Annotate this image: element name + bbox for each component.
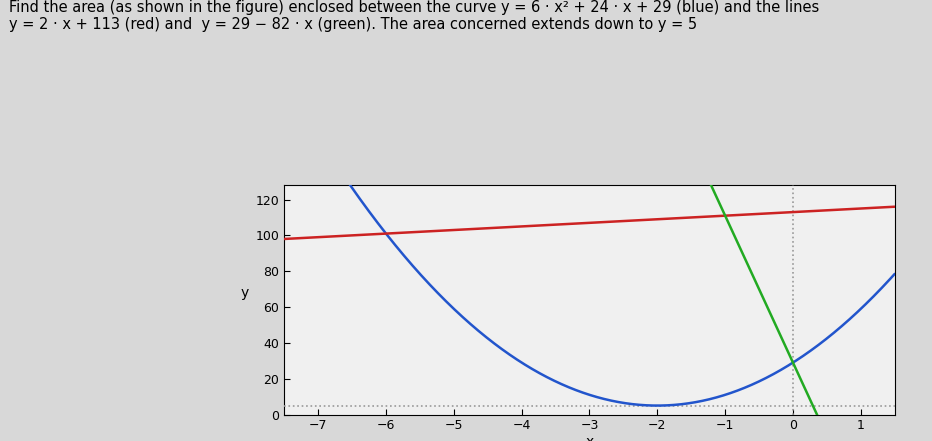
Y-axis label: y: y (240, 286, 249, 300)
Text: Find the area (as shown in the figure) enclosed between the curve y = 6 · x² + 2: Find the area (as shown in the figure) e… (9, 0, 819, 32)
X-axis label: x: x (585, 435, 594, 441)
